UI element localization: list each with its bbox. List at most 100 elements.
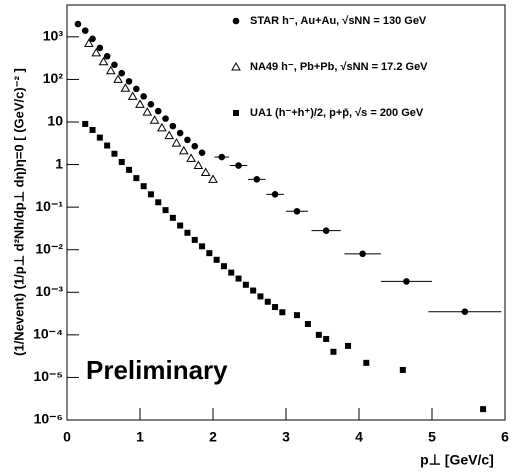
data-point [74,20,82,28]
data-point [403,278,410,285]
data-point [242,281,249,288]
data-point [111,61,118,69]
data-point [322,227,330,234]
data-point [155,199,162,206]
data-point [257,293,264,300]
data-point [125,78,133,85]
data-point [81,27,89,34]
y-tick-label: 10 [47,113,63,129]
data-point [149,115,160,124]
legend-marker [232,17,240,25]
data-point [206,250,213,257]
data-point [359,250,366,258]
data-point [264,298,271,305]
data-point [120,83,131,92]
data-point [169,214,176,221]
data-point [147,191,154,198]
y-tick-label: 10⁻⁴ [33,326,63,342]
data-point [164,130,175,140]
data-point [140,183,147,190]
data-point [96,134,103,141]
data-point [89,35,96,43]
annotation: Preliminary [86,355,228,385]
data-point [399,366,406,373]
data-point [184,136,191,144]
x-tick-label: 0 [63,429,71,445]
data-point [178,145,189,155]
data-point [235,162,242,169]
data-point [186,153,196,162]
data-point [250,287,257,294]
data-point [272,304,279,311]
y-tick-label: 10⁻⁶ [34,411,63,427]
data-point [96,44,104,52]
data-point [105,65,116,75]
y-tick-label: 10⁻¹ [35,198,63,214]
data-point [169,122,177,130]
data-point [228,269,235,276]
y-tick-label: 10³ [43,28,64,44]
data-point [103,52,111,60]
data-point [218,153,226,161]
x-axis-label: p⊥ [GeV/c] [420,452,494,468]
data-point [91,47,102,57]
data-point [177,222,184,229]
x-tick-label: 4 [355,429,363,445]
data-point [271,191,279,198]
data-point [118,69,126,77]
data-point [279,309,286,316]
data-point [157,122,167,132]
legend-marker [231,61,241,71]
legend-label: NA49 h⁻, Pb+Pb, √sNN = 17.2 GeV [250,61,428,73]
data-point [480,406,487,413]
data-point [363,359,370,366]
data-point [127,91,138,100]
x-tick-label: 1 [136,429,144,445]
data-point [111,150,118,157]
data-point [199,243,206,250]
y-tick-label: 10⁻⁵ [33,368,63,384]
data-point [304,320,311,327]
data-point [213,256,220,263]
data-point [162,115,169,122]
data-point [171,138,182,147]
data-point [133,175,140,182]
data-point [330,348,337,355]
data-point [154,107,162,115]
x-tick-label: 6 [501,429,509,445]
data-point [193,160,204,170]
data-point [84,38,94,47]
data-point [82,120,89,127]
data-point [176,129,184,137]
legend-marker [233,110,239,116]
data-point [126,166,133,173]
data-point [135,99,145,108]
y-axis-label: (1/Nevent) (1/p⊥ d²Nh/dp⊥ dη)η=0 [ (GeV/… [11,68,26,356]
legend-label: STAR h⁻, Au+Au, √sNN = 130 GeV [250,15,427,27]
data-point [198,149,206,157]
y-tick-label: 10⁻² [35,240,63,256]
data-point [104,142,111,149]
data-point [118,158,125,165]
data-point [191,236,198,243]
data-point [140,93,147,100]
data-point [113,74,123,83]
y-tick-label: 10² [43,70,64,86]
data-point [191,142,199,150]
data-point [461,308,469,315]
data-point [142,107,153,116]
data-point [89,126,96,133]
data-point [147,101,155,108]
data-point [315,331,322,338]
data-point [200,167,211,177]
data-point [162,207,169,214]
data-point [98,56,109,66]
y-tick-label: 1 [55,155,63,171]
x-tick-label: 5 [428,429,436,445]
data-point [293,207,301,215]
data-point [208,174,218,183]
x-tick-label: 2 [209,429,217,445]
data-point [235,275,242,282]
